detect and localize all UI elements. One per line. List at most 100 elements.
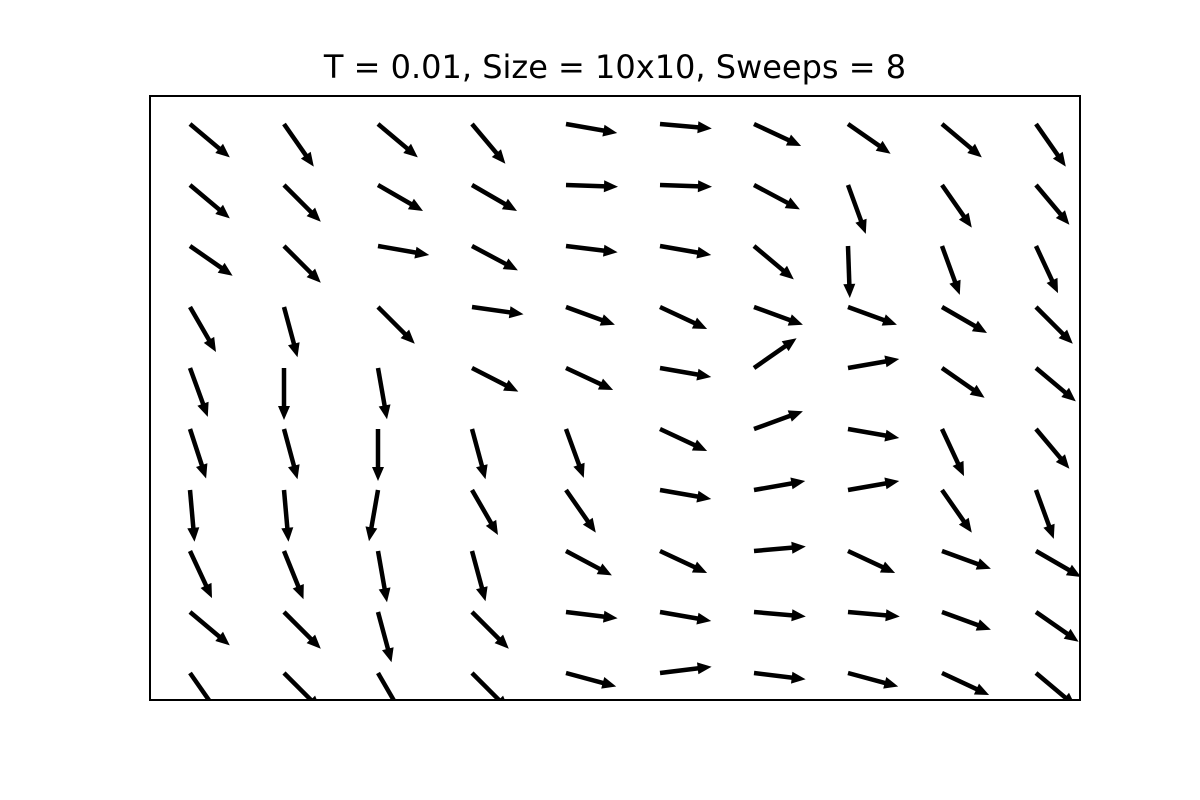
spin-arrow-r9-c8 [941, 670, 990, 695]
spin-arrow-r9-c2 [376, 671, 404, 718]
arrow-shaft [375, 550, 388, 591]
arrow-head [197, 401, 209, 417]
arrow-shaft [1034, 549, 1072, 573]
spin-arrow-r9-c7 [847, 670, 899, 689]
spin-arrow-r4-c3 [470, 365, 519, 392]
spin-arrow-r5-c3 [469, 428, 488, 480]
spin-arrow-r3-c6 [753, 304, 803, 326]
arrow-head [378, 587, 391, 603]
arrow-head [407, 198, 423, 211]
arrow-shaft [565, 609, 606, 620]
spin-arrow-r6-c4 [564, 488, 596, 533]
arrow-shaft [941, 670, 980, 692]
spin-arrow-r1-c8 [940, 183, 972, 228]
arrow-shaft [753, 413, 793, 432]
arrow-shaft [941, 548, 981, 567]
arrow-head [691, 561, 708, 573]
arrow-head [494, 634, 509, 649]
spin-arrow-r1-c7 [845, 184, 867, 234]
arrow-head [791, 671, 806, 684]
arrow-head [187, 527, 200, 542]
arrow-head [215, 143, 230, 158]
arrow-head [602, 124, 618, 137]
arrow-head [1065, 564, 1080, 577]
arrow-head [779, 265, 794, 280]
spin-arrow-r7-c4 [564, 549, 612, 576]
arrow-shaft [470, 671, 502, 700]
arrow-head [1046, 277, 1058, 294]
arrow-shaft [469, 550, 485, 591]
spin-arrow-r4-c9 [1034, 366, 1076, 402]
arrow-shaft [1034, 122, 1061, 159]
spin-arrow-r3-c0 [188, 305, 216, 352]
arrow-head [1052, 151, 1066, 167]
arrow-head [884, 355, 900, 368]
spin-arrow-r6-c2 [365, 489, 381, 542]
arrow-shaft [282, 671, 314, 700]
spin-arrow-r0-c3 [470, 122, 506, 164]
arrow-shaft [752, 183, 791, 206]
arrow-shaft [282, 610, 314, 642]
quiver-arrows [187, 121, 1080, 718]
arrow-shaft [753, 545, 794, 554]
arrow-head [883, 677, 899, 689]
arrow-head [696, 246, 712, 259]
spin-arrow-r2-c3 [470, 244, 518, 271]
spin-arrow-r1-c1 [282, 183, 321, 222]
spin-arrow-r2-c7 [843, 245, 856, 298]
spin-arrow-r9-c4 [565, 670, 617, 689]
arrow-shaft [752, 343, 789, 370]
arrow-shaft [565, 121, 606, 134]
arrow-shaft [376, 305, 408, 337]
arrow-shaft [282, 244, 314, 276]
spin-arrow-r7-c9 [1034, 549, 1080, 577]
arrow-shaft [376, 122, 411, 152]
arrow-shaft [188, 671, 212, 700]
arrow-shaft [376, 183, 414, 207]
spin-arrow-r1-c0 [188, 183, 230, 219]
spin-arrow-r7-c5 [659, 548, 708, 573]
spin-arrow-r3-c9 [1034, 305, 1073, 344]
arrow-shaft [281, 489, 290, 530]
spin-arrow-r7-c7 [847, 548, 896, 573]
spin-arrow-r0-c5 [659, 121, 712, 134]
arrow-shaft [847, 609, 888, 618]
spin-arrow-r6-c7 [847, 477, 900, 493]
arrow-shaft [939, 245, 958, 285]
arrow-shaft [659, 426, 698, 448]
spin-arrow-r9-c0 [188, 671, 212, 700]
spin-arrow-r5-c8 [939, 428, 964, 477]
arrow-head [843, 283, 856, 298]
arrow-head [508, 306, 524, 319]
arrow-head [691, 317, 708, 329]
arrow-shaft [565, 182, 607, 189]
spin-arrow-r1-c5 [659, 180, 712, 193]
arrow-head [392, 703, 404, 718]
arrow-shaft [847, 304, 887, 323]
spin-arrow-r2-c8 [939, 245, 961, 295]
arrow-shaft [1034, 305, 1066, 337]
spin-arrow-r1-c3 [470, 183, 517, 211]
arrow-shaft [376, 671, 397, 700]
arrow-shaft [470, 183, 508, 207]
arrow-shaft [375, 611, 391, 652]
arrow-head [403, 143, 418, 158]
arrow-shaft [659, 365, 700, 378]
plot-frame [149, 95, 1081, 701]
spin-arrow-r9-c3 [470, 671, 505, 700]
arrow-shaft [845, 245, 852, 287]
arrow-head [958, 212, 972, 228]
spin-arrow-r9-c6 [753, 670, 806, 684]
arrow-head [596, 563, 612, 576]
arrow-head [884, 429, 900, 442]
arrow-head [597, 378, 614, 390]
spin-arrow-r6-c6 [753, 477, 806, 493]
spin-arrow-r8-c8 [941, 609, 991, 631]
arrow-shaft [847, 426, 888, 439]
arrow-head [1063, 628, 1079, 642]
spin-arrow-r1-c9 [1034, 183, 1070, 225]
spin-arrow-r0-c9 [1034, 122, 1066, 167]
spin-arrow-r2-c5 [659, 243, 712, 259]
arrow-shaft [940, 183, 967, 220]
